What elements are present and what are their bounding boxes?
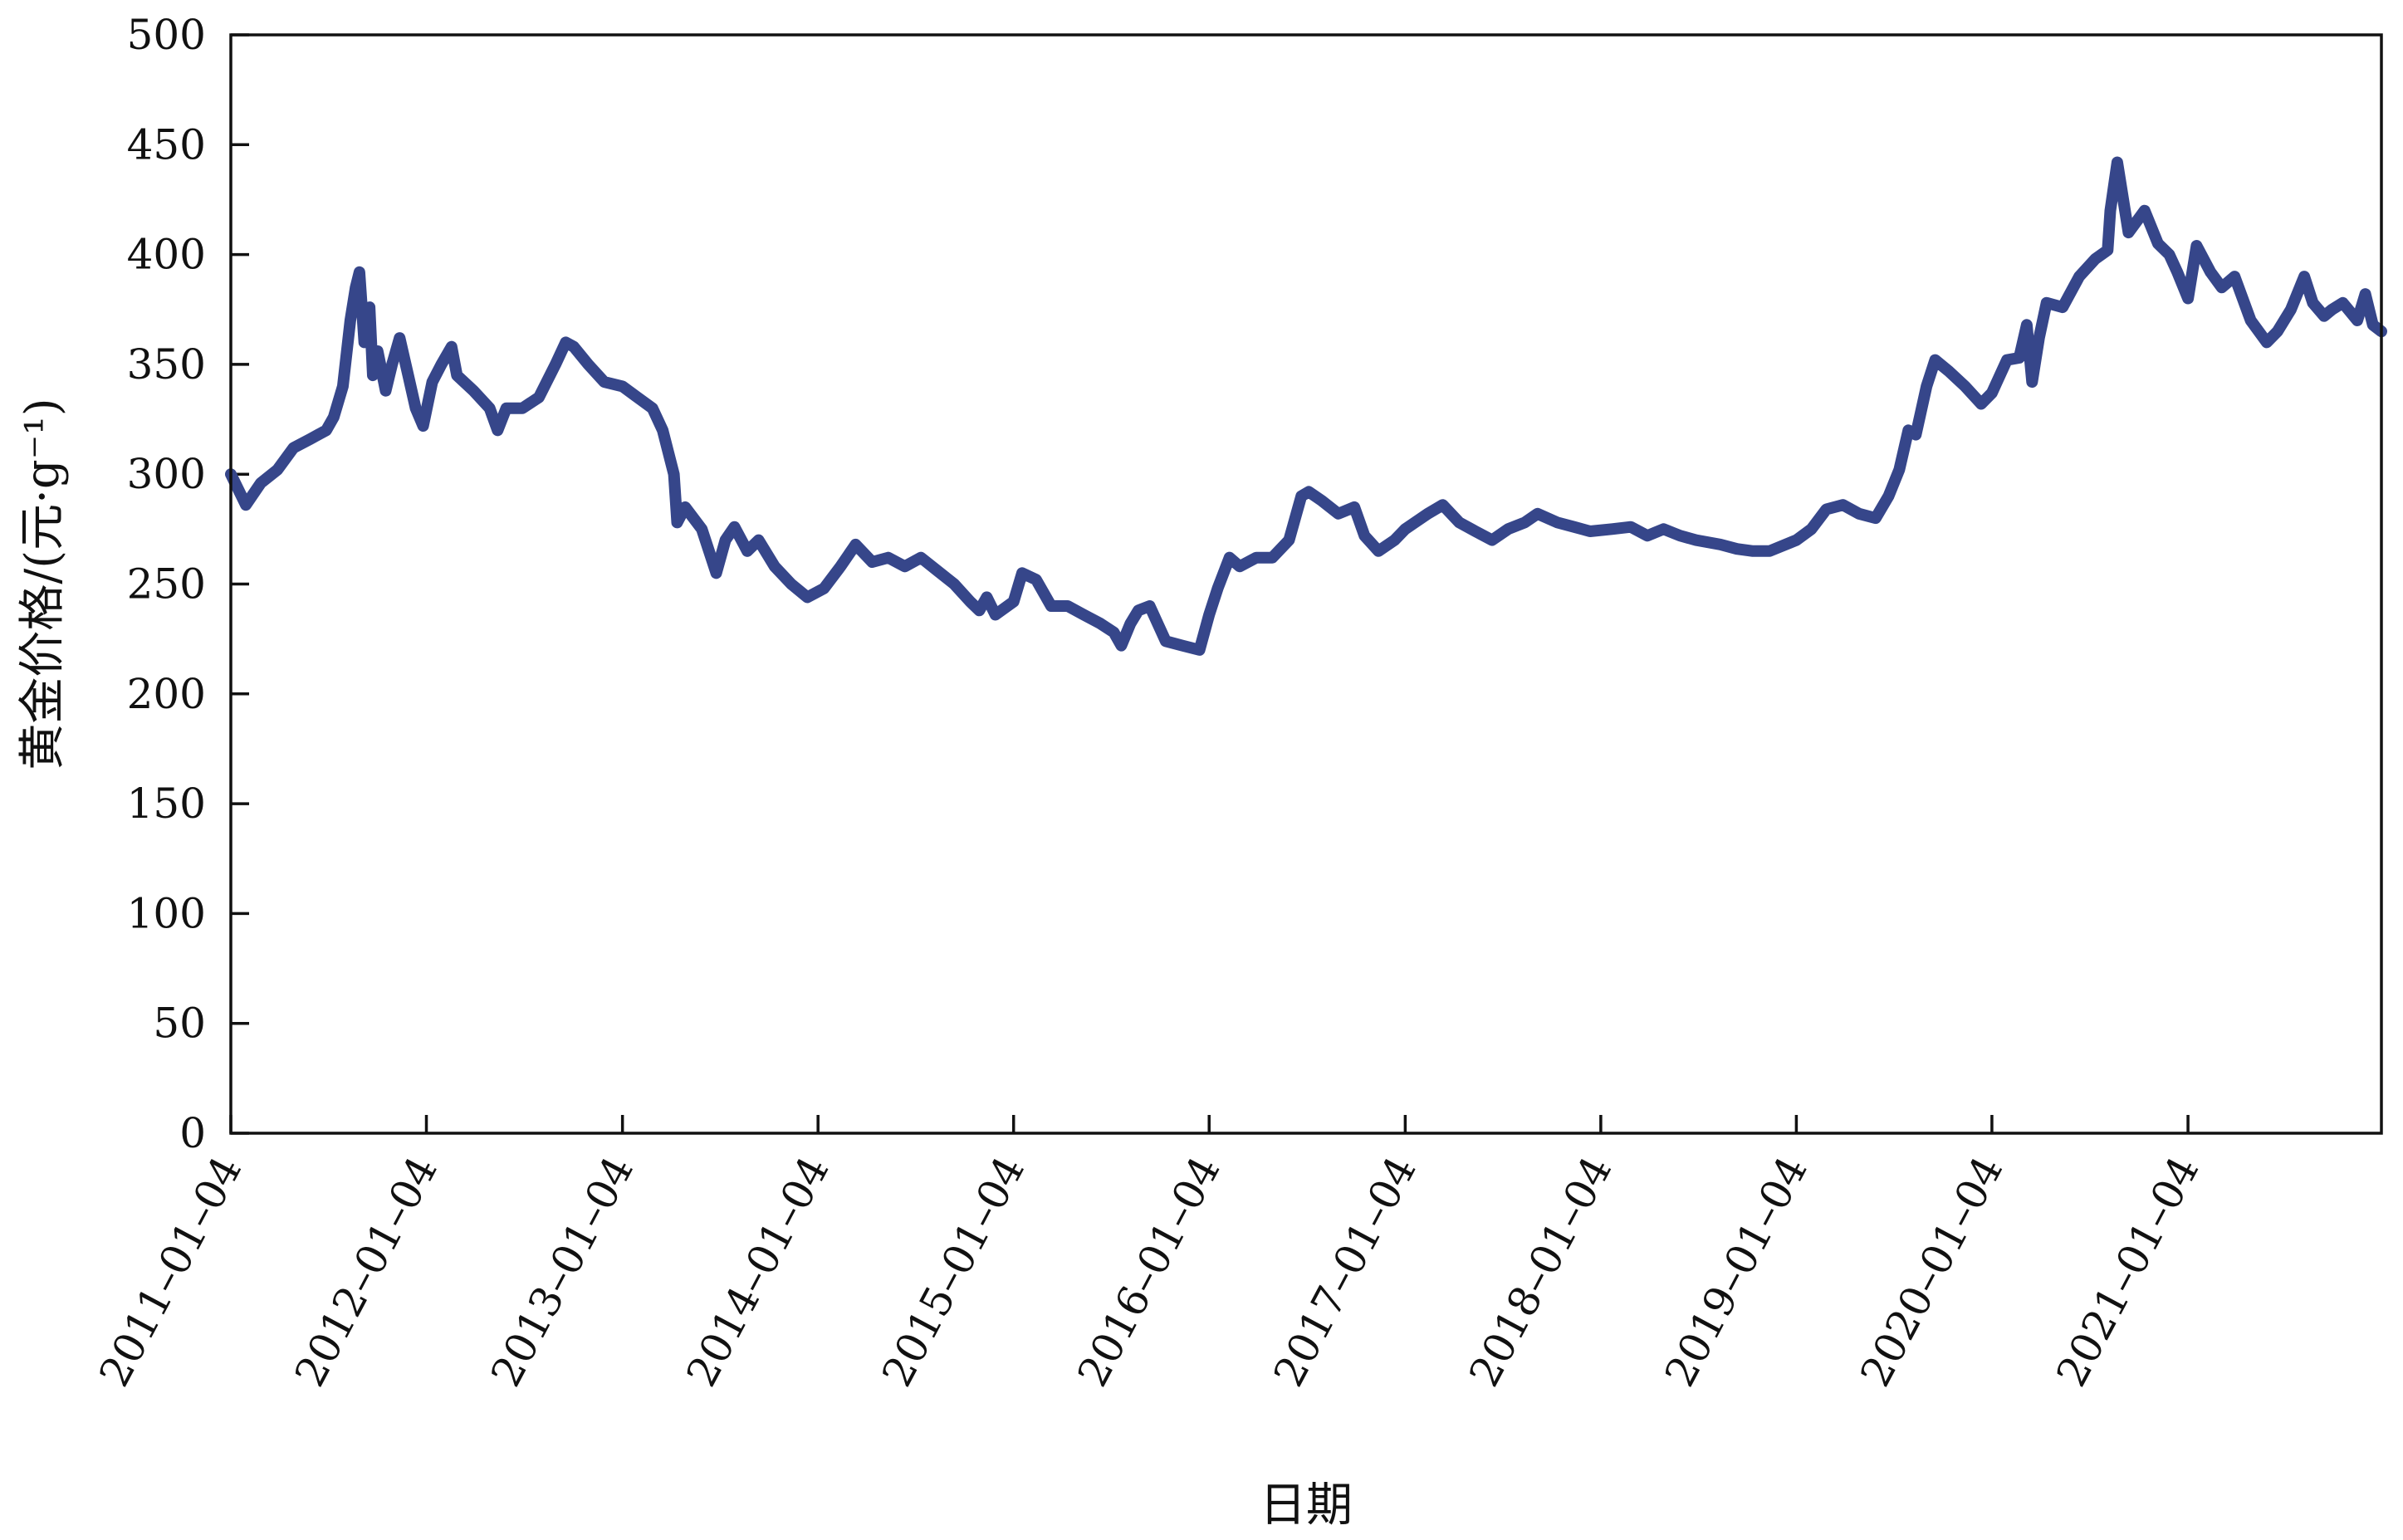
y-tick-label: 200 <box>127 670 206 718</box>
y-tick-label: 250 <box>127 560 206 609</box>
x-axis-title: 日期 <box>1260 1479 1353 1533</box>
x-tick-label: 2013–01–04 <box>482 1148 643 1394</box>
y-tick-label: 50 <box>153 1000 206 1048</box>
gold-price-line <box>225 156 2387 656</box>
y-tick-label: 0 <box>179 1109 206 1157</box>
x-tick-label: 2021–01–04 <box>2047 1148 2208 1394</box>
x-tick-label: 2014–01–04 <box>678 1148 839 1394</box>
x-tick-label: 2018–01–04 <box>1460 1148 1621 1394</box>
y-tick-label: 350 <box>127 340 206 389</box>
x-tick-label: 2016–01–04 <box>1069 1148 1230 1394</box>
plot-frame <box>229 33 2383 1135</box>
y-axis-title: 黄金价格/(元·g⁻¹) <box>16 398 70 770</box>
x-tick-label: 2019–01–04 <box>1656 1148 1817 1394</box>
y-axis-ticks: 0 50 100 150 200 250 300 350 400 450 500 <box>127 11 249 1157</box>
y-tick-label: 100 <box>127 889 206 937</box>
x-tick-label: 2020–01–04 <box>1851 1148 2012 1394</box>
y-tick-label: 450 <box>127 120 206 169</box>
x-tick-label: 2011–01–04 <box>90 1148 251 1394</box>
y-tick-label: 400 <box>127 231 206 279</box>
x-tick-label: 2017–01–04 <box>1265 1148 1426 1394</box>
x-axis-ticks: 2011–01–04 2012–01–04 2013–01–04 2014–01–04… <box>90 1115 2209 1394</box>
x-tick-label: 2015–01–04 <box>873 1148 1034 1394</box>
x-tick-label: 2012–01–04 <box>286 1148 447 1394</box>
y-tick-label: 150 <box>127 780 206 828</box>
y-tick-label: 300 <box>127 450 206 498</box>
y-tick-label: 500 <box>127 11 206 59</box>
